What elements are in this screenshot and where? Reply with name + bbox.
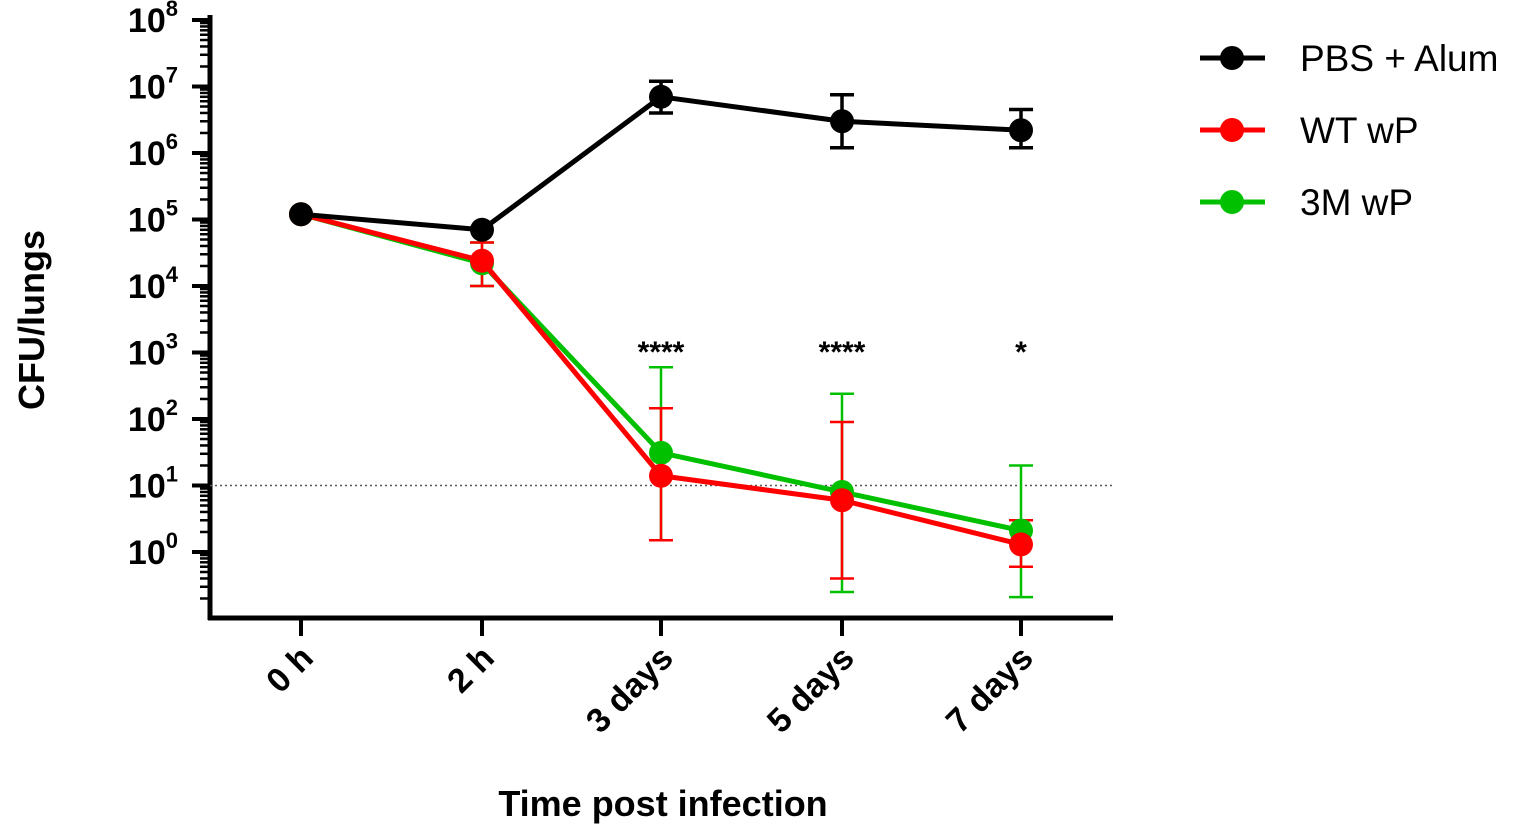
x-tick-label: 0 h: [259, 639, 321, 701]
data-point: [289, 202, 313, 227]
data-point: [470, 248, 494, 273]
y-tick-base: 10: [128, 534, 166, 572]
y-tick-base: 10: [128, 202, 166, 240]
y-tick-label: 103: [128, 329, 178, 373]
y-axis-title: CFU/lungs: [11, 230, 52, 410]
series-line-pbs-alum: [300, 94, 1022, 233]
data-marks: **** **** *: [289, 79, 1033, 599]
y-tick-label: 104: [128, 262, 179, 306]
y-tick-exponent: 8: [166, 0, 178, 21]
y-tick-label: 101: [128, 462, 178, 506]
y-tick-exponent: 3: [166, 329, 178, 354]
legend: PBS + Alum WT wP 3M wP: [1200, 38, 1498, 223]
data-point: [649, 440, 673, 465]
x-tick-label: 3 days: [579, 639, 681, 741]
y-tick-exponent: 4: [166, 262, 179, 287]
y-tick-exponent: 0: [166, 528, 178, 553]
y-tick-base: 10: [128, 69, 166, 107]
data-point: [649, 84, 673, 109]
y-tick-label: 108: [128, 0, 178, 40]
y-tick-exponent: 6: [166, 129, 178, 154]
y-tick-label: 106: [128, 129, 178, 173]
y-tick-base: 10: [128, 2, 166, 40]
data-point: [830, 109, 854, 134]
x-tick-label: 5 days: [760, 639, 862, 741]
legend-label: 3M wP: [1300, 182, 1413, 223]
data-point: [470, 217, 494, 242]
y-tick-label: 100: [128, 528, 178, 572]
legend-marker: [1220, 46, 1244, 70]
significance-label: ****: [819, 336, 866, 369]
x-axis-title: Time post infection: [498, 783, 827, 824]
y-tick-exponent: 1: [166, 462, 178, 487]
y-tick-base: 10: [128, 268, 166, 306]
y-tick-label: 105: [128, 196, 178, 240]
significance-label: ****: [638, 336, 685, 369]
y-tick-exponent: 2: [166, 395, 178, 420]
y-tick-exponent: 7: [166, 63, 178, 88]
y-tick-label: 102: [128, 395, 178, 439]
y-tick-base: 10: [128, 135, 166, 173]
y-tick-base: 10: [128, 401, 166, 439]
x-tick-label: 2 h: [440, 639, 502, 701]
y-tick-exponent: 5: [166, 196, 178, 221]
y-tick-label: 107: [128, 63, 178, 107]
y-tick-base: 10: [128, 335, 166, 373]
x-tick-label: 7 days: [939, 639, 1041, 741]
legend-label: WT wP: [1300, 110, 1419, 151]
data-point: [1009, 118, 1033, 143]
legend-label: PBS + Alum: [1300, 38, 1498, 79]
y-tick-base: 10: [128, 468, 166, 506]
legend-marker: [1220, 118, 1244, 142]
significance-label: *: [1015, 336, 1027, 369]
data-point: [1009, 532, 1033, 557]
data-point: [830, 488, 854, 513]
legend-marker: [1220, 190, 1244, 214]
data-point: [649, 463, 673, 488]
